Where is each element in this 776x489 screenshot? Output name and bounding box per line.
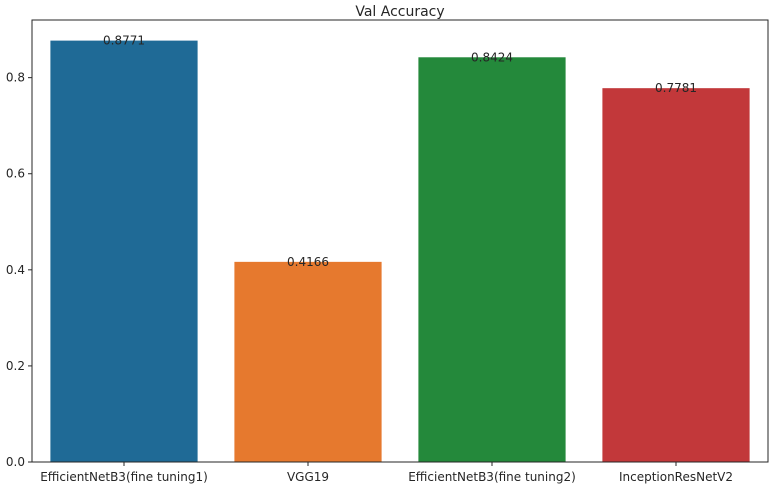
bar-1 [234,261,382,462]
bar-value-label-0: 0.8771 [103,34,145,48]
y-tick-label-3: 0.6 [6,167,25,181]
bar-3 [602,88,750,462]
y-axis: 0.0 0.2 0.4 0.6 0.8 [6,71,32,469]
bar-labels-group: 0.8771 0.4166 0.8424 0.7781 [103,34,697,269]
plot-frame [31,19,769,463]
x-tick-label-0: EfficientNetB3(fine tuning1) [40,470,208,484]
bar-value-label-1: 0.4166 [287,255,329,269]
chart-title: Val Accuracy [355,4,444,20]
y-tick-label-0: 0.0 [6,455,25,469]
y-tick-label-4: 0.8 [6,71,25,85]
x-tick-label-2: EfficientNetB3(fine tuning2) [408,470,576,484]
x-tick-label-3: InceptionResNetV2 [619,470,733,484]
bar-value-label-2: 0.8424 [471,50,513,64]
y-tick-label-2: 0.4 [6,263,25,277]
bars-group [50,40,750,462]
x-axis: EfficientNetB3(fine tuning1) VGG19 Efficie… [40,462,733,484]
bar-value-label-3: 0.7781 [655,81,697,95]
bar-0 [50,40,198,462]
bar-2 [418,57,566,462]
y-tick-label-1: 0.2 [6,359,25,373]
x-tick-label-1: VGG19 [287,470,329,484]
